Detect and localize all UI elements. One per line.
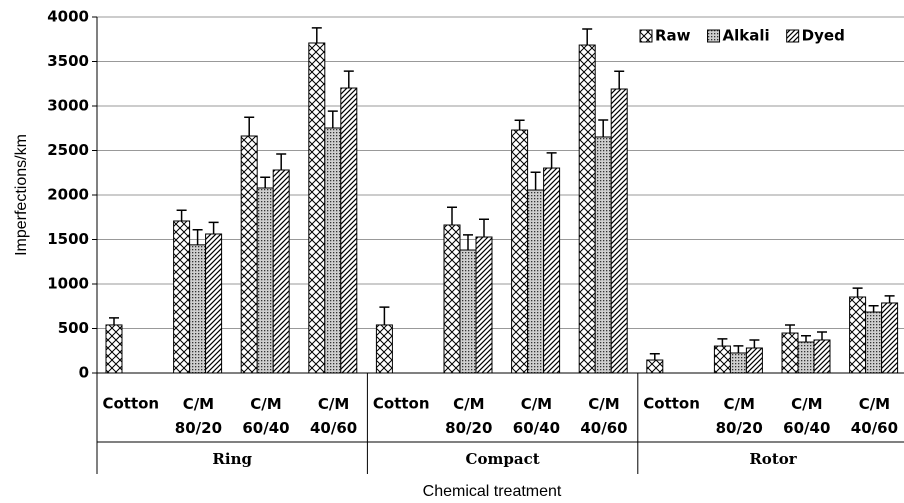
x-tick-label: C/M 40/60 — [580, 395, 627, 437]
error-bar — [546, 152, 557, 169]
error-bar — [260, 176, 271, 188]
error-bar — [733, 345, 744, 353]
x-tick-label: C/M 40/60 — [851, 395, 898, 437]
x-tick-label: C/M 80/20 — [175, 395, 222, 437]
error-bar — [514, 119, 525, 131]
error-bar — [379, 306, 390, 325]
error-bar — [649, 353, 660, 361]
x-tick-label: Cotton — [373, 395, 430, 413]
bar — [375, 324, 393, 374]
y-tick-label: 2000 — [47, 186, 89, 204]
error-bar — [276, 153, 287, 170]
x-tick-label: Cotton — [102, 395, 159, 413]
error-bar — [817, 331, 827, 340]
error-bar — [884, 295, 895, 303]
error-bar — [479, 218, 489, 238]
bar — [272, 169, 290, 374]
bar — [240, 135, 258, 374]
y-axis-label: Imperfections/km — [13, 134, 30, 256]
legend-label: Raw — [655, 27, 691, 45]
error-bar — [463, 234, 473, 251]
error-bar — [801, 335, 811, 343]
error-bar — [852, 287, 863, 297]
error-bar — [785, 324, 795, 334]
bar — [865, 311, 883, 374]
x-tick-label: C/M 80/20 — [445, 395, 492, 437]
error-bar — [208, 221, 219, 234]
bar — [511, 129, 529, 374]
bar — [105, 324, 123, 374]
bar — [781, 332, 799, 374]
x-tick-label: C/M 80/20 — [716, 395, 763, 437]
bar — [797, 341, 815, 374]
bar — [475, 236, 493, 374]
bar — [646, 359, 664, 374]
legend-label: Dyed — [802, 27, 845, 45]
error-bar — [530, 171, 541, 191]
x-tick-label: C/M 40/60 — [310, 395, 357, 437]
group-label: Compact — [466, 450, 540, 468]
bar — [729, 352, 747, 374]
bar — [340, 87, 358, 374]
bar — [205, 233, 223, 374]
bar — [527, 189, 545, 374]
bar — [849, 296, 867, 374]
error-bar — [244, 116, 255, 136]
error-bar — [598, 119, 609, 137]
error-bar — [717, 338, 728, 347]
y-tick-label: 1500 — [47, 230, 89, 248]
x-tick-label: Cotton — [643, 395, 700, 413]
bar — [308, 42, 326, 374]
legend-swatch — [639, 29, 653, 43]
x-axis-label: Chemical treatment — [423, 483, 562, 500]
error-bar — [582, 28, 593, 46]
error-bar — [176, 209, 187, 221]
bar — [594, 136, 612, 374]
x-tick-label: C/M 60/40 — [513, 395, 560, 437]
error-bar — [109, 317, 119, 325]
bar — [881, 302, 899, 374]
y-tick-label: 3500 — [47, 52, 89, 70]
bar — [443, 224, 461, 374]
x-tick-label: C/M 60/40 — [783, 395, 830, 437]
group-label: Rotor — [749, 450, 797, 468]
y-tick-label: 2500 — [47, 141, 89, 159]
error-bar — [614, 70, 625, 90]
bar — [189, 244, 207, 374]
bar — [610, 88, 628, 374]
error-bar — [192, 228, 203, 245]
bar — [543, 167, 561, 374]
error-bar — [343, 70, 354, 89]
y-tick-label: 3000 — [47, 97, 89, 115]
bar — [813, 339, 831, 374]
error-bar — [749, 339, 760, 348]
bar — [324, 127, 342, 374]
error-bar — [327, 110, 338, 128]
x-tick-label: C/M 60/40 — [242, 395, 289, 437]
bar — [459, 249, 477, 374]
y-tick-label: 0 — [79, 364, 89, 382]
group-label: Ring — [212, 450, 252, 468]
error-bar — [868, 305, 879, 313]
legend-swatch — [707, 29, 721, 43]
y-tick-label: 500 — [58, 319, 89, 337]
bar — [745, 347, 763, 374]
bar — [578, 44, 596, 374]
legend-swatch — [786, 29, 800, 43]
legend-label: Alkali — [723, 27, 770, 45]
bar — [256, 187, 274, 374]
error-bar — [447, 206, 457, 225]
bar — [173, 220, 191, 374]
bar — [713, 345, 731, 374]
y-tick-label: 1000 — [47, 275, 89, 293]
error-bar — [311, 27, 322, 43]
y-tick-label: 4000 — [47, 8, 89, 26]
